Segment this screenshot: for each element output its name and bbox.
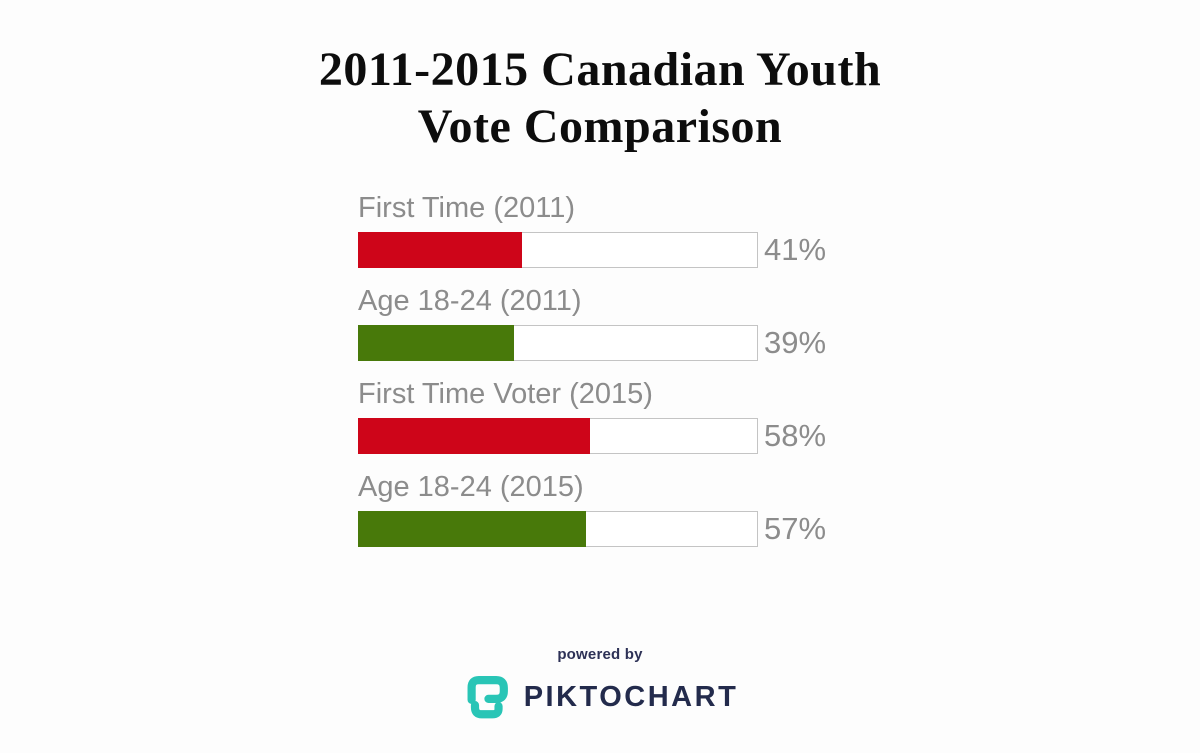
bar: 41% xyxy=(358,232,826,268)
bar-fill xyxy=(358,418,590,454)
chart-title-line2: Vote Comparison xyxy=(417,99,783,153)
bar-value: 41% xyxy=(764,232,827,267)
piktochart-brand-link[interactable]: PIKTOCHART xyxy=(0,672,1200,720)
bar-label: Age 18-24 (2011) xyxy=(358,285,582,317)
footer: powered by PIKTOCHART xyxy=(0,646,1200,720)
bar: 39% xyxy=(358,325,826,361)
bar-value: 57% xyxy=(764,511,827,546)
bar-fill xyxy=(358,325,514,361)
bar-label: Age 18-24 (2015) xyxy=(358,471,584,503)
chart-title: 2011-2015 Canadian Youth Vote Comparison xyxy=(0,42,1200,155)
bar-value: 39% xyxy=(764,325,827,360)
powered-by-label: powered by xyxy=(557,646,643,663)
bar-row: First Time (2011) 41% xyxy=(358,192,826,268)
piktochart-wordmark: PIKTOCHART xyxy=(523,680,739,713)
bar-row: First Time Voter (2015) 58% xyxy=(358,378,826,454)
piktochart-logo-icon xyxy=(467,676,508,719)
chart-title-line1: 2011-2015 Canadian Youth xyxy=(318,43,882,96)
bar-label: First Time Voter (2015) xyxy=(358,378,653,410)
bar: 58% xyxy=(358,418,826,454)
bar-value: 58% xyxy=(764,418,827,453)
bar: 57% xyxy=(358,511,826,547)
bar-row: Age 18-24 (2011) 39% xyxy=(358,285,826,361)
bar-row: Age 18-24 (2015) 57% xyxy=(358,471,826,547)
bar-fill xyxy=(358,511,586,547)
bar-fill xyxy=(358,232,522,268)
bar-label: First Time (2011) xyxy=(358,192,576,224)
bar-chart: First Time (2011) 41% Age 18-24 (2011) 3… xyxy=(358,192,826,564)
